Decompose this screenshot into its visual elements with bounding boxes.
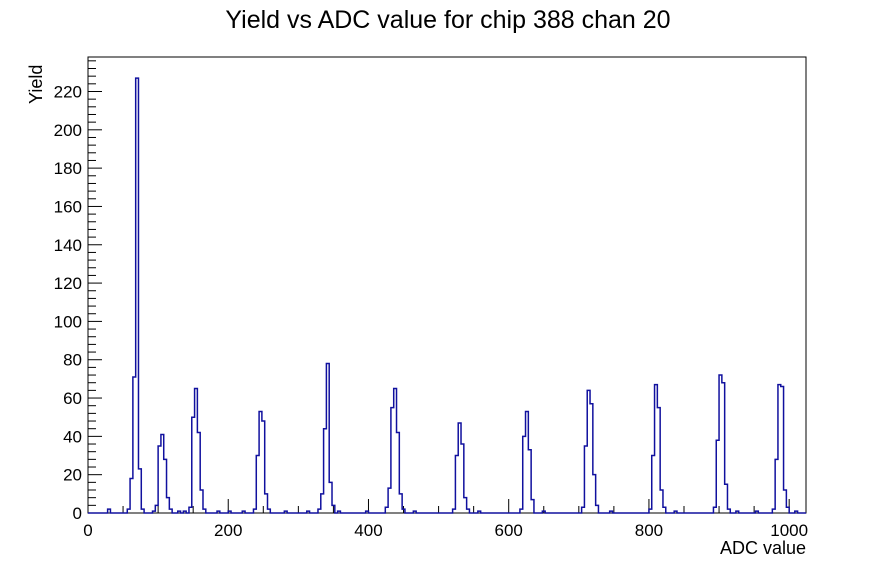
y-tick-label: 160: [54, 197, 82, 216]
x-axis-title: ADC value: [720, 538, 806, 558]
y-tick-label: 60: [63, 389, 82, 408]
y-tick-label: 20: [63, 466, 82, 485]
y-tick-label: 180: [54, 159, 82, 178]
y-tick-label: 120: [54, 274, 82, 293]
y-tick-label: 140: [54, 236, 82, 255]
x-tick-label: 400: [354, 521, 382, 540]
histogram-path: [88, 77, 806, 514]
x-tick-label: 200: [214, 521, 242, 540]
y-tick-label: 40: [63, 427, 82, 446]
x-tick-label: 1000: [770, 521, 808, 540]
y-tick-label: 100: [54, 312, 82, 331]
x-tick-label: 800: [635, 521, 663, 540]
y-tick-label: 0: [73, 504, 82, 523]
plot-frame: [87, 56, 807, 514]
chart-title: Yield vs ADC value for chip 388 chan 20: [225, 6, 671, 34]
y-tick-label: 80: [63, 351, 82, 370]
x-tick-label: 600: [495, 521, 523, 540]
y-tick-label: 200: [54, 121, 82, 140]
y-axis-title: Yield: [26, 65, 46, 104]
x-tick-label: 0: [83, 521, 92, 540]
y-tick-label: 220: [54, 82, 82, 101]
